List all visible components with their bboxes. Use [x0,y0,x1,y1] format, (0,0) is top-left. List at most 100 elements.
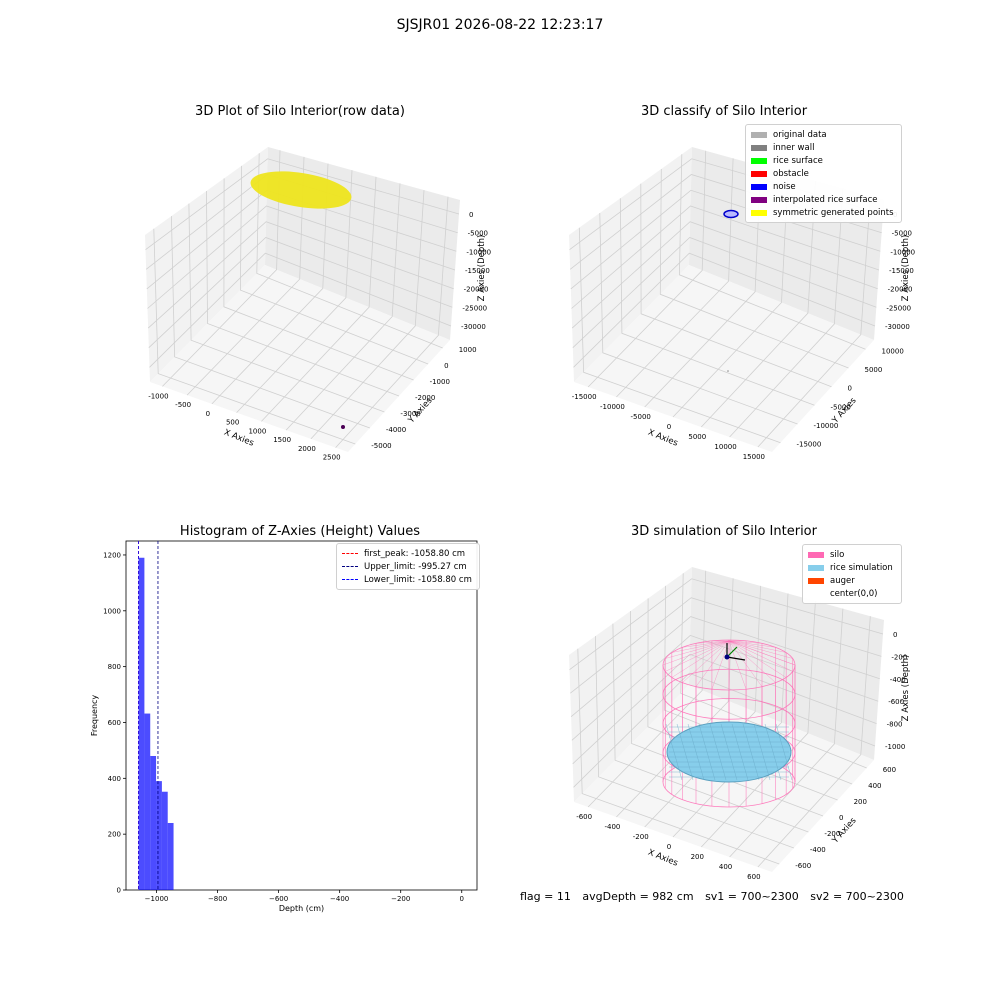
silo-ring [662,668,796,720]
y-tick-label: 0 [848,385,852,393]
legend-entry: Lower_limit: -1058.80 cm [342,573,474,586]
legend-label: auger [830,575,855,586]
legend-swatch [342,553,358,554]
x-tick-label: 1000 [248,427,266,435]
simulation-legend: silo rice simulation auger center(0,0) [802,544,902,604]
legend-entry: inner wall [751,141,896,154]
sv2-value: sv2 = 700~2300 [810,890,904,903]
z-gridline [147,221,454,329]
x-gridline [757,616,871,868]
legend-entry: original data [751,128,896,141]
classify-plot-title: 3D classify of Silo Interior [640,104,808,119]
y-tick-label: 400 [108,775,121,783]
flag-value: flag = 11 [520,890,571,903]
legend-swatch [808,564,824,571]
rice-mesh-line [775,723,793,781]
silo-roof-line [682,640,730,683]
y-tick-label: 600 [108,719,121,727]
x-tick-label: -5000 [631,413,651,421]
y-tick-label: -15000 [797,441,822,449]
floor-pane [574,265,874,452]
y-gridline [659,168,849,369]
legend-entry: interpolated rice surface [751,193,896,206]
x-gridline [616,578,734,818]
legend-swatch [342,566,358,567]
z-gridline [571,221,878,329]
legend-label: noise [773,181,796,192]
z-axis-label: Z Axies (Depth) [477,235,487,302]
x-tick-label: 0 [206,410,210,418]
histogram-bar [167,822,174,890]
legend-entry: rice simulation [808,561,896,574]
y-tick-label: 400 [868,782,881,790]
silo-roof-line [695,640,730,687]
x-tick-label: 200 [691,853,704,861]
y-gridline [647,598,838,801]
y-tick-label: 1000 [459,346,477,354]
x-tick-label: -600 [576,813,592,821]
z-tick-label: -25000 [462,304,487,312]
y-tick-label: 800 [108,663,121,671]
histogram-bar [138,557,145,890]
z-tick-label: -800 [887,721,903,729]
z-gridline [570,597,882,694]
y-tick-label: 600 [883,766,896,774]
z-gridline [147,205,456,309]
simulation-plot-title: 3D simulation of Silo Interior [631,524,817,539]
z-gridline [571,205,880,309]
avg-depth-value: avgDepth = 982 cm [582,890,694,903]
left-pane [145,147,268,382]
rice-mesh-line [753,723,771,781]
legend-swatch [751,196,767,203]
y-tick-label: 200 [854,798,867,806]
x-tick-label: −400 [330,895,349,903]
z-gridline [573,252,876,368]
legend-entry: noise [751,180,896,193]
z-gridline [145,158,460,251]
silo-roof-line [682,640,730,648]
silo-roof-line [728,640,787,678]
legend-label: Lower_limit: -1058.80 cm [364,574,472,585]
y-gridline [171,216,371,429]
x-gridline [285,183,401,431]
z-tick-label: -20000 [888,286,913,294]
x-tick-label: -15000 [572,393,597,401]
y-tick-label: -5000 [371,442,391,450]
y-tick-label: -600 [795,862,811,870]
x-gridline [587,150,707,388]
center-axis-x [726,656,746,661]
silo-roof-line [728,640,776,648]
z-tick-label: -20000 [464,286,489,294]
silo-roof-line [665,640,730,672]
y-tick-label: -3000 [400,410,420,418]
y-axis-label: Frequency [90,695,99,737]
y-tick-label: -5000 [831,403,851,411]
silo-roof-line [728,640,763,687]
z-tick-label: -10000 [466,248,491,256]
y-gridline [153,228,356,445]
legend-swatch [751,131,767,138]
x-tick-label: -1000 [148,392,168,400]
silo-roof-line [671,640,730,653]
z-gridline [572,653,877,765]
y-tick-label: 0 [117,887,121,895]
z-tick-label: -15000 [465,267,490,275]
stray-point [727,370,729,372]
y-tick-label: 5000 [865,366,883,374]
z-gridline [149,252,452,368]
x-gridline [236,170,353,413]
y-gridline [223,178,414,381]
legend-swatch [751,183,767,190]
x-tick-label: -500 [175,401,191,409]
x-tick-label: 500 [226,419,239,427]
point-cloud-ellipse [250,171,352,209]
figure-title: SJSJR01 2026-08-22 12:23:17 [396,17,604,33]
legend-swatch [808,551,824,558]
legend-swatch [808,591,824,597]
raw-plot-title: 3D Plot of Silo Interior(row data) [195,104,405,119]
legend-entry: obstacle [751,167,896,180]
legend-entry: auger [808,574,896,587]
